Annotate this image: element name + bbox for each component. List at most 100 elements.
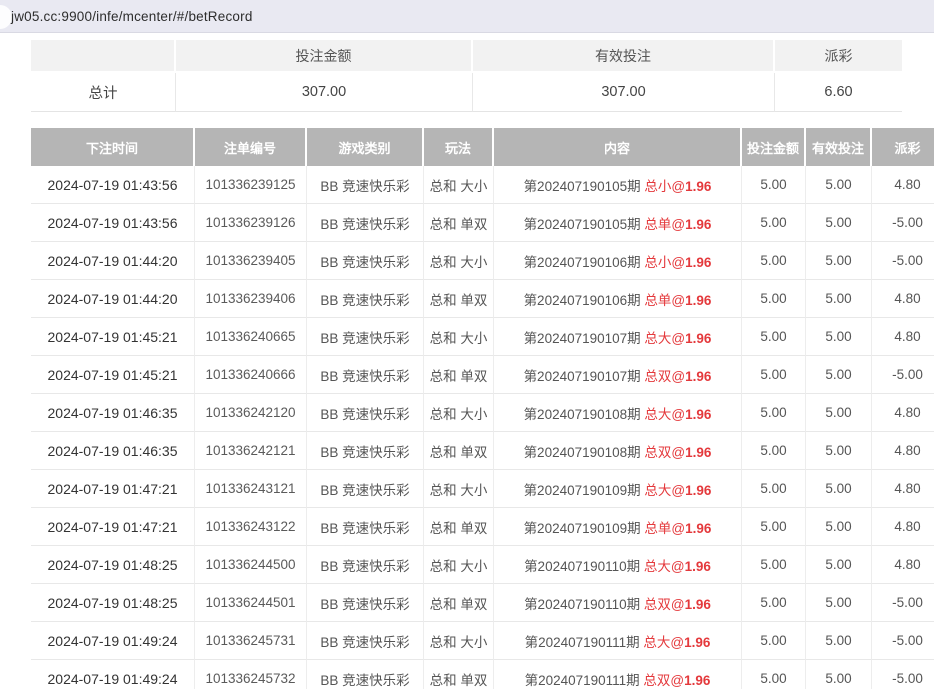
url-bar[interactable]: jw05.cc:9900/infe/mcenter/#/betRecord [0, 0, 934, 33]
column-header-bet-id: 注单编号 [195, 128, 307, 166]
bet-id-cell: 101336245732 [195, 660, 307, 689]
odds-value: 1.96 [685, 520, 712, 536]
play-type-cell: 总和 大小 [424, 394, 494, 432]
bet-time-cell: 2024-07-19 01:45:21 [31, 318, 195, 356]
bet-amount-cell: 5.00 [742, 204, 806, 242]
period-label: 第202407190109期 [523, 520, 645, 536]
pick-and-odds: 总小@1.96 [644, 178, 712, 194]
play-type-cell: 总和 大小 [424, 546, 494, 584]
odds-value: 1.96 [684, 634, 711, 650]
period-label: 第202407190108期 [523, 406, 645, 422]
play-type-cell: 总和 大小 [424, 470, 494, 508]
odds-value: 1.96 [685, 178, 712, 194]
url-text: jw05.cc:9900/infe/mcenter/#/betRecord [11, 8, 253, 24]
bet-amount-cell: 5.00 [742, 166, 806, 204]
valid-bet-cell: 5.00 [806, 394, 872, 432]
bet-content-cell: 第202407190106期 总小@1.96 [494, 242, 742, 280]
payout-cell: -5.00 [872, 660, 934, 689]
period-label: 第202407190107期 [523, 368, 645, 384]
pick-and-odds: 总大@1.96 [644, 330, 712, 346]
bet-time-cell: 2024-07-19 01:47:21 [31, 508, 195, 546]
game-type-cell: BB 竞速快乐彩 [307, 242, 424, 280]
summary-total-label: 总计 [31, 73, 176, 112]
bet-content-cell: 第202407190107期 总大@1.96 [494, 318, 742, 356]
column-header-bet-amount: 投注金额 [742, 128, 806, 166]
game-type-cell: BB 竞速快乐彩 [307, 622, 424, 660]
period-label: 第202407190111期 [524, 672, 644, 688]
bet-record-page: 投注金额 有效投注 派彩 总计 307.00 307.00 6.60 下注时间 … [0, 40, 934, 689]
bet-content-cell: 第202407190107期 总双@1.96 [494, 356, 742, 394]
bet-amount-cell: 5.00 [742, 470, 806, 508]
payout-cell: -5.00 [872, 584, 934, 622]
play-type-cell: 总和 大小 [424, 622, 494, 660]
bet-amount-cell: 5.00 [742, 546, 806, 584]
game-type-cell: BB 竞速快乐彩 [307, 546, 424, 584]
game-type-cell: BB 竞速快乐彩 [307, 394, 424, 432]
play-type-cell: 总和 单双 [424, 356, 494, 394]
table-row: 2024-07-19 01:45:21 101336240666 BB 竞速快乐彩总… [31, 356, 934, 394]
period-label: 第202407190108期 [523, 444, 645, 460]
bet-id-cell: 101336240665 [195, 318, 307, 356]
bet-content-cell: 第202407190111期 总大@1.96 [494, 622, 742, 660]
bet-content-cell: 第202407190111期 总双@1.96 [494, 660, 742, 689]
payout-cell: 4.80 [872, 318, 934, 356]
bet-time-cell: 2024-07-19 01:47:21 [31, 470, 195, 508]
bet-time-cell: 2024-07-19 01:49:24 [31, 622, 195, 660]
valid-bet-cell: 5.00 [806, 546, 872, 584]
game-type-cell: BB 竞速快乐彩 [307, 318, 424, 356]
payout-cell: 4.80 [872, 394, 934, 432]
pick-and-odds: 总单@1.96 [644, 292, 712, 308]
summary-total-bet-amount: 307.00 [176, 73, 473, 112]
bet-content-cell: 第202407190110期 总大@1.96 [494, 546, 742, 584]
play-type-cell: 总和 单双 [424, 204, 494, 242]
game-type-cell: BB 竞速快乐彩 [307, 584, 424, 622]
pick-and-odds: 总单@1.96 [644, 216, 712, 232]
valid-bet-cell: 5.00 [806, 660, 872, 689]
bet-content-cell: 第202407190109期 总单@1.96 [494, 508, 742, 546]
odds-value: 1.96 [685, 292, 712, 308]
pick-and-odds: 总大@1.96 [643, 634, 711, 650]
bet-amount-cell: 5.00 [742, 394, 806, 432]
odds-value: 1.96 [684, 558, 711, 574]
pick-and-odds: 总单@1.96 [644, 520, 712, 536]
summary-total-valid-bet: 307.00 [473, 73, 775, 112]
valid-bet-cell: 5.00 [806, 622, 872, 660]
column-header-content: 内容 [494, 128, 742, 166]
table-row: 2024-07-19 01:43:56 101336239125 BB 竞速快乐彩总… [31, 166, 934, 204]
play-type-cell: 总和 单双 [424, 508, 494, 546]
play-type-cell: 总和 大小 [424, 242, 494, 280]
payout-cell: 4.80 [872, 432, 934, 470]
payout-cell: -5.00 [872, 356, 934, 394]
bet-id-cell: 101336243122 [195, 508, 307, 546]
bet-id-cell: 101336239405 [195, 242, 307, 280]
bet-time-cell: 2024-07-19 01:44:20 [31, 280, 195, 318]
valid-bet-cell: 5.00 [806, 584, 872, 622]
period-label: 第202407190110期 [524, 596, 644, 612]
bet-amount-cell: 5.00 [742, 280, 806, 318]
summary-header-payout: 派彩 [775, 40, 902, 73]
period-label: 第202407190111期 [524, 634, 644, 650]
valid-bet-cell: 5.00 [806, 318, 872, 356]
summary-table: 投注金额 有效投注 派彩 总计 307.00 307.00 6.60 [31, 40, 902, 112]
play-type-cell: 总和 单双 [424, 280, 494, 318]
bet-time-cell: 2024-07-19 01:45:21 [31, 356, 195, 394]
bet-time-cell: 2024-07-19 01:44:20 [31, 242, 195, 280]
period-label: 第202407190110期 [524, 558, 644, 574]
pick-and-odds: 总双@1.96 [643, 596, 711, 612]
bet-id-cell: 101336242121 [195, 432, 307, 470]
column-header-play-type: 玩法 [424, 128, 494, 166]
period-label: 第202407190105期 [523, 178, 645, 194]
valid-bet-cell: 5.00 [806, 470, 872, 508]
column-header-game-type: 游戏类别 [307, 128, 424, 166]
table-row: 2024-07-19 01:47:21 101336243121 BB 竞速快乐彩总… [31, 470, 934, 508]
address-pill [0, 5, 12, 29]
play-type-cell: 总和 单双 [424, 660, 494, 689]
column-header-payout: 派彩 [872, 128, 934, 166]
valid-bet-cell: 5.00 [806, 280, 872, 318]
odds-value: 1.96 [685, 254, 712, 270]
table-row: 2024-07-19 01:44:20 101336239406 BB 竞速快乐彩总… [31, 280, 934, 318]
bet-id-cell: 101336244500 [195, 546, 307, 584]
odds-value: 1.96 [685, 216, 712, 232]
odds-value: 1.96 [685, 368, 712, 384]
period-label: 第202407190106期 [523, 254, 645, 270]
